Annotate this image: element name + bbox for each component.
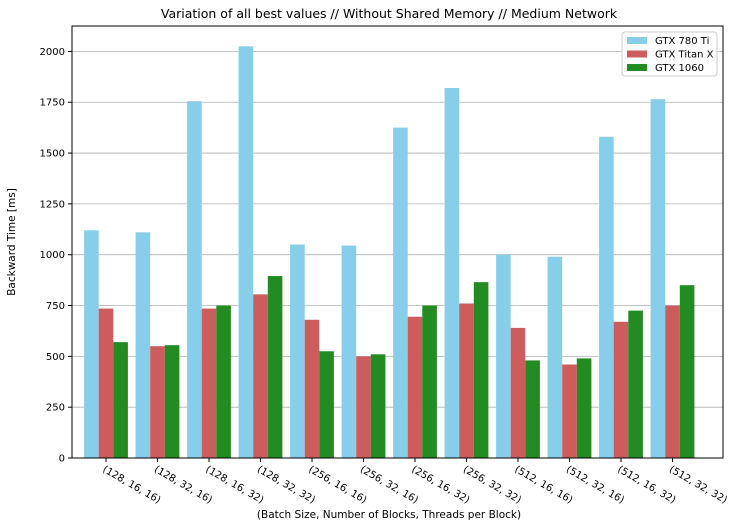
y-tick-label: 1750 <box>40 98 65 109</box>
legend-swatch <box>627 50 647 58</box>
bar <box>341 245 357 458</box>
bar <box>407 316 423 458</box>
bar <box>665 305 680 458</box>
bar <box>370 354 386 458</box>
bar <box>510 327 526 458</box>
y-tick-label: 250 <box>46 403 65 414</box>
bar <box>84 230 99 458</box>
bar <box>164 345 180 458</box>
bar <box>599 136 614 458</box>
legend-label: GTX 780 Ti <box>655 36 709 47</box>
bar <box>547 256 563 458</box>
bar <box>562 364 577 458</box>
bar <box>613 321 629 458</box>
bar <box>253 294 268 458</box>
legend-swatch <box>627 64 647 71</box>
bar <box>525 360 540 458</box>
legend-label: GTX Titan X <box>655 50 714 61</box>
chart-title: Variation of all best values // Without … <box>161 6 618 21</box>
axes <box>71 25 724 459</box>
bar <box>267 276 283 458</box>
bar <box>650 99 666 458</box>
bar <box>290 244 305 458</box>
y-tick-label: 1500 <box>40 149 65 160</box>
x-ticks: (128, 16, 16)(128, 32, 16)(128, 16, 32)(… <box>101 458 729 506</box>
bar <box>304 319 320 458</box>
bar <box>444 88 460 459</box>
bar <box>238 46 254 459</box>
bar <box>422 305 437 458</box>
bar <box>496 254 511 458</box>
bar <box>113 342 128 458</box>
bar <box>98 308 114 458</box>
bar <box>319 351 334 458</box>
bar <box>187 101 202 459</box>
bar <box>473 282 489 458</box>
bar <box>135 232 151 458</box>
x-tick-label: (512, 32, 32) <box>667 464 729 506</box>
y-axis-label: Backward Time [ms] <box>6 188 18 296</box>
bar <box>576 358 592 458</box>
plot-frame <box>71 25 724 459</box>
bar <box>393 127 408 458</box>
y-tick-label: 0 <box>59 454 65 465</box>
legend-label: GTX 1060 <box>655 63 704 74</box>
legend-swatch <box>627 37 647 44</box>
bar <box>150 346 165 458</box>
y-tick-label: 1250 <box>40 199 65 210</box>
legend: GTX 780 Ti GTX Titan X GTX 1060 <box>621 31 718 77</box>
y-tick-label: 500 <box>46 352 65 363</box>
y-ticks: 0 250 500 750 1000 1250 1500 1750 2000 <box>40 47 72 465</box>
bar <box>216 305 231 458</box>
y-tick-label: 1000 <box>40 250 65 261</box>
bars <box>84 46 695 459</box>
y-tick-label: 2000 <box>40 47 65 58</box>
bar <box>356 356 371 458</box>
y-tick-label: 750 <box>46 301 65 312</box>
bar <box>459 303 474 458</box>
x-axis-label: (Batch Size, Number of Blocks, Threads p… <box>257 509 521 521</box>
bar <box>679 285 695 458</box>
bar <box>628 310 643 458</box>
bar <box>201 308 217 458</box>
